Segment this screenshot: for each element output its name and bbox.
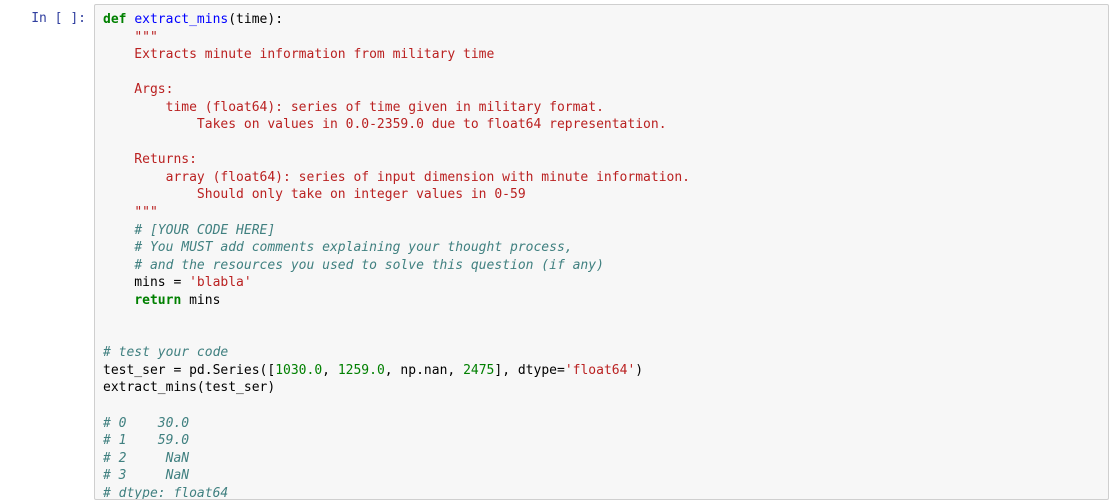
code-token-txt: (time):	[228, 12, 283, 27]
code-token-cm: # 1 59.0	[103, 433, 189, 448]
code-token-doc: Returns:	[103, 152, 197, 167]
code-token-doc: Takes on values in 0.0-2359.0 due to flo…	[103, 117, 667, 132]
code-token-txt: mins =	[103, 275, 189, 290]
code-token-doc: array (float64): series of input dimensi…	[103, 170, 690, 185]
code-token-str: 'float64'	[565, 363, 635, 378]
code-token-txt: , np.nan,	[385, 363, 463, 378]
code-token-cm: # 3 NaN	[103, 468, 189, 483]
code-token-cm: # test your code	[103, 345, 228, 360]
notebook-cell-wrapper: In [ ]: def extract_mins(time): """ Extr…	[0, 0, 1115, 504]
code-token-cm: # 0 30.0	[103, 416, 189, 431]
code-token-txt	[103, 223, 134, 238]
input-prompt-area: In [ ]:	[6, 4, 94, 500]
code-token-txt: ], dtype=	[494, 363, 564, 378]
code-token-txt	[103, 240, 134, 255]
code-token-doc: Args:	[103, 82, 173, 97]
code-token-cm: # [YOUR CODE HERE]	[134, 223, 275, 238]
code-token-doc: Extracts minute information from militar…	[103, 47, 494, 62]
code-token-txt	[103, 30, 134, 45]
code-content[interactable]: def extract_mins(time): """ Extracts min…	[103, 11, 1100, 500]
code-token-kw: return	[134, 293, 181, 308]
code-token-doc: """	[134, 205, 157, 220]
code-token-cm: # and the resources you used to solve th…	[134, 258, 604, 273]
code-token-cm: # 2 NaN	[103, 451, 189, 466]
code-token-cm: # dtype: float64	[103, 486, 228, 500]
code-token-fn: extract_mins	[134, 12, 228, 27]
code-token-txt: ,	[322, 363, 338, 378]
code-token-txt	[103, 293, 134, 308]
code-token-num: 2475	[463, 363, 494, 378]
code-token-cm: # You MUST add comments explaining your …	[134, 240, 572, 255]
code-token-num: 1259.0	[338, 363, 385, 378]
code-token-num: 1030.0	[275, 363, 322, 378]
code-token-doc: Should only take on integer values in 0-…	[103, 187, 526, 202]
code-input-cell[interactable]: def extract_mins(time): """ Extracts min…	[94, 4, 1109, 500]
code-token-kw: def	[103, 12, 126, 27]
code-token-txt	[103, 205, 134, 220]
code-token-txt	[103, 258, 134, 273]
code-token-str: 'blabla'	[189, 275, 252, 290]
code-token-doc: time (float64): series of time given in …	[103, 100, 604, 115]
code-token-txt: mins	[181, 293, 220, 308]
code-token-doc: """	[134, 30, 157, 45]
code-token-txt: test_ser = pd.Series([	[103, 363, 275, 378]
code-token-txt: extract_mins(test_ser)	[103, 380, 275, 395]
input-prompt-label: In [ ]:	[31, 11, 86, 26]
code-token-txt: )	[635, 363, 643, 378]
